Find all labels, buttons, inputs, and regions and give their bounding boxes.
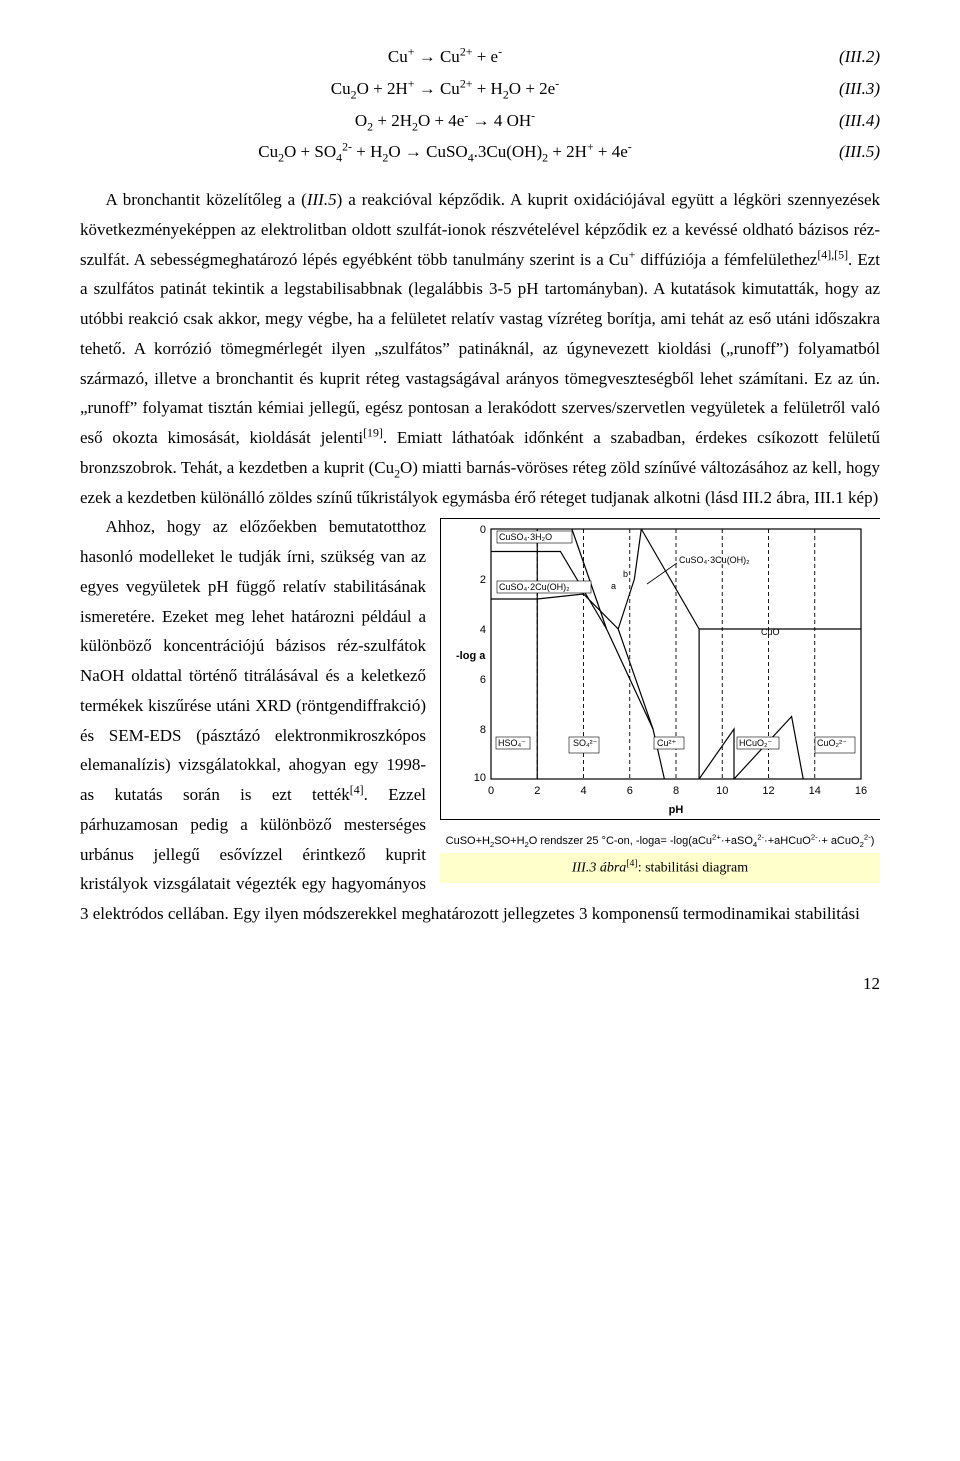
svg-text:CuO: CuO: [761, 627, 780, 637]
figure-caption-ref: [4]: [626, 858, 637, 869]
svg-text:4: 4: [580, 785, 586, 797]
equation-row: Cu+ → Cu2+ + e- (III.2): [80, 42, 880, 72]
svg-text:0: 0: [480, 524, 486, 536]
svg-text:8: 8: [673, 785, 679, 797]
svg-text:-log a: -log a: [456, 650, 486, 662]
svg-text:14: 14: [809, 785, 821, 797]
body-paragraph-1: A bronchantit közelítőleg a (III.5) a re…: [80, 185, 880, 512]
svg-text:0: 0: [488, 785, 494, 797]
equation-number: (III.3): [810, 74, 880, 104]
stability-diagram-figure: 0 2 4 6 8 10 0 2 4 6 8 10 12 14 16 pH -l…: [440, 518, 880, 883]
equation-formula: O2 + 2H2O + 4e- → 4 OH-: [80, 106, 810, 136]
figure-caption-tail: : stabilitási diagram: [638, 861, 748, 876]
page-number: 12: [80, 969, 880, 999]
equation-row: O2 + 2H2O + 4e- → 4 OH- (III.4): [80, 106, 880, 136]
svg-text:HSO₄⁻: HSO₄⁻: [498, 738, 526, 748]
svg-text:Cu²⁺: Cu²⁺: [657, 738, 677, 748]
svg-text:CuSO₄·3Cu(OH)₂: CuSO₄·3Cu(OH)₂: [679, 555, 750, 565]
svg-text:CuSO₄·2Cu(OH)₂: CuSO₄·2Cu(OH)₂: [499, 582, 570, 592]
svg-text:6: 6: [627, 785, 633, 797]
svg-text:12: 12: [762, 785, 774, 797]
equation-row: Cu2O + SO42- + H2O → CuSO4.3Cu(OH)2 + 2H…: [80, 137, 880, 167]
figure-caption-source: CuSO+H2SO+H2O rendszer 25 °C-on, -loga= …: [440, 832, 880, 851]
svg-text:16: 16: [855, 785, 867, 797]
svg-text:CuO₂²⁻: CuO₂²⁻: [817, 738, 847, 748]
svg-text:SO₄²⁻: SO₄²⁻: [573, 738, 598, 748]
figure-caption-lead: III.3 ábra: [572, 861, 626, 876]
svg-text:6: 6: [480, 674, 486, 686]
equation-formula: Cu2O + 2H+ → Cu2+ + H2O + 2e-: [80, 74, 810, 104]
svg-text:a: a: [611, 581, 616, 591]
svg-text:10: 10: [716, 785, 728, 797]
svg-text:4: 4: [480, 624, 486, 636]
equation-row: Cu2O + 2H+ → Cu2+ + H2O + 2e- (III.3): [80, 74, 880, 104]
svg-text:HCuO₂⁻: HCuO₂⁻: [739, 738, 772, 748]
equation-formula: Cu+ → Cu2+ + e-: [80, 42, 810, 72]
svg-text:8: 8: [480, 724, 486, 736]
figure-caption-title: III.3 ábra[4]: stabilitási diagram: [440, 853, 880, 883]
equation-number: (III.4): [810, 106, 880, 136]
svg-text:2: 2: [534, 785, 540, 797]
svg-text:b: b: [623, 569, 628, 579]
equation-number: (III.2): [810, 42, 880, 72]
svg-text:pH: pH: [669, 804, 684, 816]
svg-text:10: 10: [474, 772, 486, 784]
svg-text:CuSO₄·3H₂O: CuSO₄·3H₂O: [499, 532, 552, 542]
svg-text:2: 2: [480, 574, 486, 586]
equation-number: (III.5): [810, 137, 880, 167]
equation-block: Cu+ → Cu2+ + e- (III.2) Cu2O + 2H+ → Cu2…: [80, 42, 880, 167]
stability-diagram-svg: 0 2 4 6 8 10 0 2 4 6 8 10 12 14 16 pH -l…: [440, 518, 880, 820]
equation-formula: Cu2O + SO42- + H2O → CuSO4.3Cu(OH)2 + 2H…: [80, 137, 810, 167]
